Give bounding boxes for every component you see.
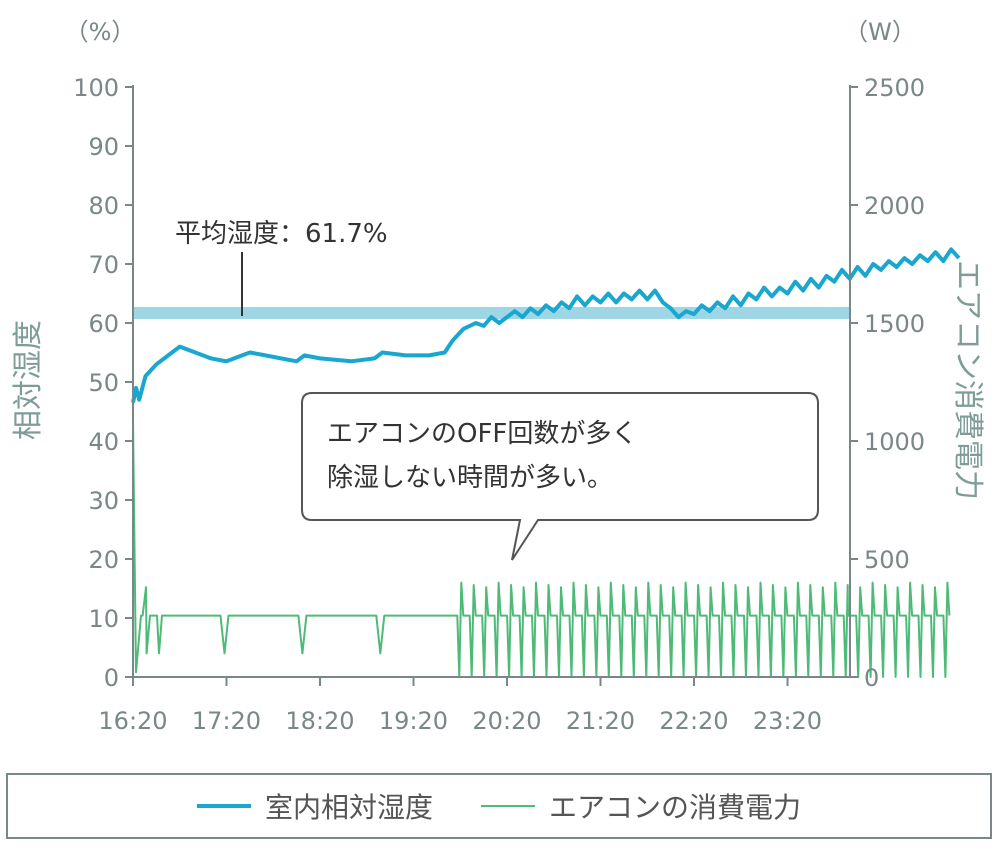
x-tick-label: 22:20 <box>659 707 728 735</box>
left-axis-unit: （%） <box>65 18 136 46</box>
x-tick-label: 17:20 <box>192 707 261 735</box>
x-tick-label: 20:20 <box>472 707 541 735</box>
humidity-power-chart: 1009080706050403020100250020001500100050… <box>11 18 985 735</box>
x-tick-label: 23:20 <box>753 707 822 735</box>
right-tick-label: 2000 <box>864 192 925 220</box>
right-tick-label: 500 <box>864 546 910 574</box>
right-axis-label: エアコン消費電力 <box>950 260 985 500</box>
x-tick-label: 18:20 <box>285 707 354 735</box>
right-axis-unit: （W） <box>844 18 916 46</box>
callout-bubble <box>301 392 819 561</box>
right-tick-label: 0 <box>864 664 879 692</box>
left-tick-label: 50 <box>88 369 119 397</box>
left-tick-label: 20 <box>88 546 119 574</box>
callout-line-2: 除湿しない時間が多い。 <box>327 463 613 493</box>
series-line-humidity <box>131 247 961 404</box>
legend-item-power: エアコンの消費電力 <box>481 786 801 826</box>
left-axis-label: 相対湿度 <box>11 320 46 440</box>
left-tick-label: 0 <box>104 664 119 692</box>
legend: 室内相対湿度 エアコンの消費電力 <box>6 773 992 839</box>
left-tick-label: 70 <box>88 251 119 279</box>
left-tick-label: 90 <box>88 133 119 161</box>
left-tick-label: 100 <box>73 74 119 102</box>
series-line-power <box>132 422 951 678</box>
left-tick-label: 60 <box>88 310 119 338</box>
left-tick-label: 80 <box>88 192 119 220</box>
right-tick-label: 1500 <box>864 310 925 338</box>
legend-item-humidity: 室内相対湿度 <box>196 786 433 826</box>
reference-line-label: 平均湿度：61.7% <box>175 219 388 249</box>
right-tick-label: 1000 <box>864 428 925 456</box>
legend-power-label: エアコンの消費電力 <box>549 791 802 824</box>
legend-humidity-label: 室内相対湿度 <box>264 791 433 824</box>
left-tick-label: 30 <box>88 487 119 515</box>
left-tick-label: 10 <box>88 605 119 633</box>
left-tick-label: 40 <box>88 428 119 456</box>
power-swatch <box>481 805 535 807</box>
x-tick-label: 21:20 <box>566 707 635 735</box>
x-tick-label: 19:20 <box>379 707 448 735</box>
humidity-swatch <box>196 804 251 808</box>
right-tick-label: 2500 <box>864 74 925 102</box>
x-tick-label: 16:20 <box>98 707 167 735</box>
callout-line-1: エアコンのOFF回数が多く <box>327 419 637 449</box>
